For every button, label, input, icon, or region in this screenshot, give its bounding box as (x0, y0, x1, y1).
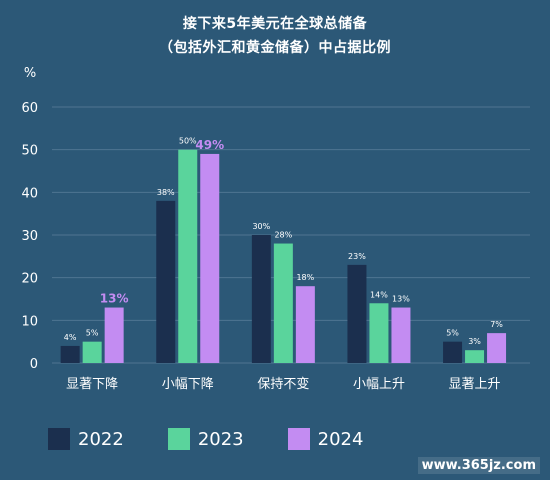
y-tick-label-30: 30 (21, 229, 38, 244)
data-label-2023-3: 14% (370, 290, 388, 299)
data-label-2022-3: 23% (348, 252, 366, 261)
bar-2024-1 (200, 153, 220, 363)
bar-2022-4 (443, 341, 463, 363)
data-label-2022-4: 5% (446, 329, 459, 338)
chart-title-line-2: （包括外汇和黄金储备）中占据比例 (159, 40, 391, 56)
data-label-2024-4: 7% (490, 320, 503, 329)
bar-2023-4 (465, 350, 485, 363)
x-tick-label-1: 小幅下降 (162, 377, 214, 392)
bar-2022-2 (251, 235, 271, 363)
legend-label-2023: 2023 (197, 428, 244, 450)
x-tick-label-2: 保持不变 (257, 376, 309, 392)
bar-2022-3 (347, 264, 367, 363)
y-tick-label-10: 10 (21, 314, 38, 329)
legend-swatch-2024 (287, 428, 310, 450)
bar-2023-2 (273, 243, 293, 363)
legend-item-2022: 2022 (48, 428, 124, 450)
legend: 2022 2023 2024 (48, 424, 407, 454)
y-tick-label-40: 40 (21, 186, 38, 201)
x-tick-label-3: 小幅上升 (353, 377, 405, 392)
legend-label-2022: 2022 (78, 428, 124, 450)
x-tick-label-4: 显著上升 (449, 377, 501, 392)
bar-2022-0 (60, 345, 80, 363)
watermark: www.365jz.com (417, 457, 540, 474)
y-tick-label-20: 20 (21, 272, 38, 287)
legend-item-2024: 2024 (287, 428, 364, 450)
bar-2024-0 (104, 307, 124, 363)
y-tick-label-50: 50 (21, 144, 38, 159)
data-label-2022-0: 4% (64, 333, 77, 342)
chart-title-line-1: 接下来5年美元在全球总储备 (182, 16, 368, 32)
data-label-2023-4: 3% (468, 337, 481, 346)
data-label-2024-0: 13% (100, 292, 129, 306)
data-label-2022-2: 30% (252, 222, 270, 231)
legend-label-2024: 2024 (317, 428, 364, 450)
data-label-2024-1: 49% (195, 138, 224, 152)
data-label-2023-0: 5% (86, 329, 99, 338)
y-tick-label-60: 60 (21, 101, 38, 116)
x-tick-label-0: 显著下降 (66, 377, 118, 392)
data-label-2023-1: 50% (179, 137, 197, 146)
legend-item-2023: 2023 (167, 428, 244, 450)
data-label-2024-3: 13% (392, 295, 410, 304)
bar-2024-2 (295, 286, 315, 363)
y-tick-label-0: 0 (30, 357, 38, 372)
bar-2023-3 (369, 303, 389, 363)
bar-2024-4 (487, 333, 507, 363)
bar-2022-1 (156, 200, 176, 363)
legend-swatch-2023 (167, 428, 190, 450)
bar-2023-1 (178, 149, 198, 363)
data-label-2023-2: 28% (274, 231, 292, 240)
y-axis-label: % (24, 66, 36, 81)
data-label-2022-1: 38% (157, 188, 175, 197)
bar-2023-0 (82, 341, 102, 363)
data-label-2024-2: 18% (296, 273, 314, 282)
bar-2024-3 (391, 307, 411, 363)
legend-swatch-2022 (48, 428, 70, 450)
